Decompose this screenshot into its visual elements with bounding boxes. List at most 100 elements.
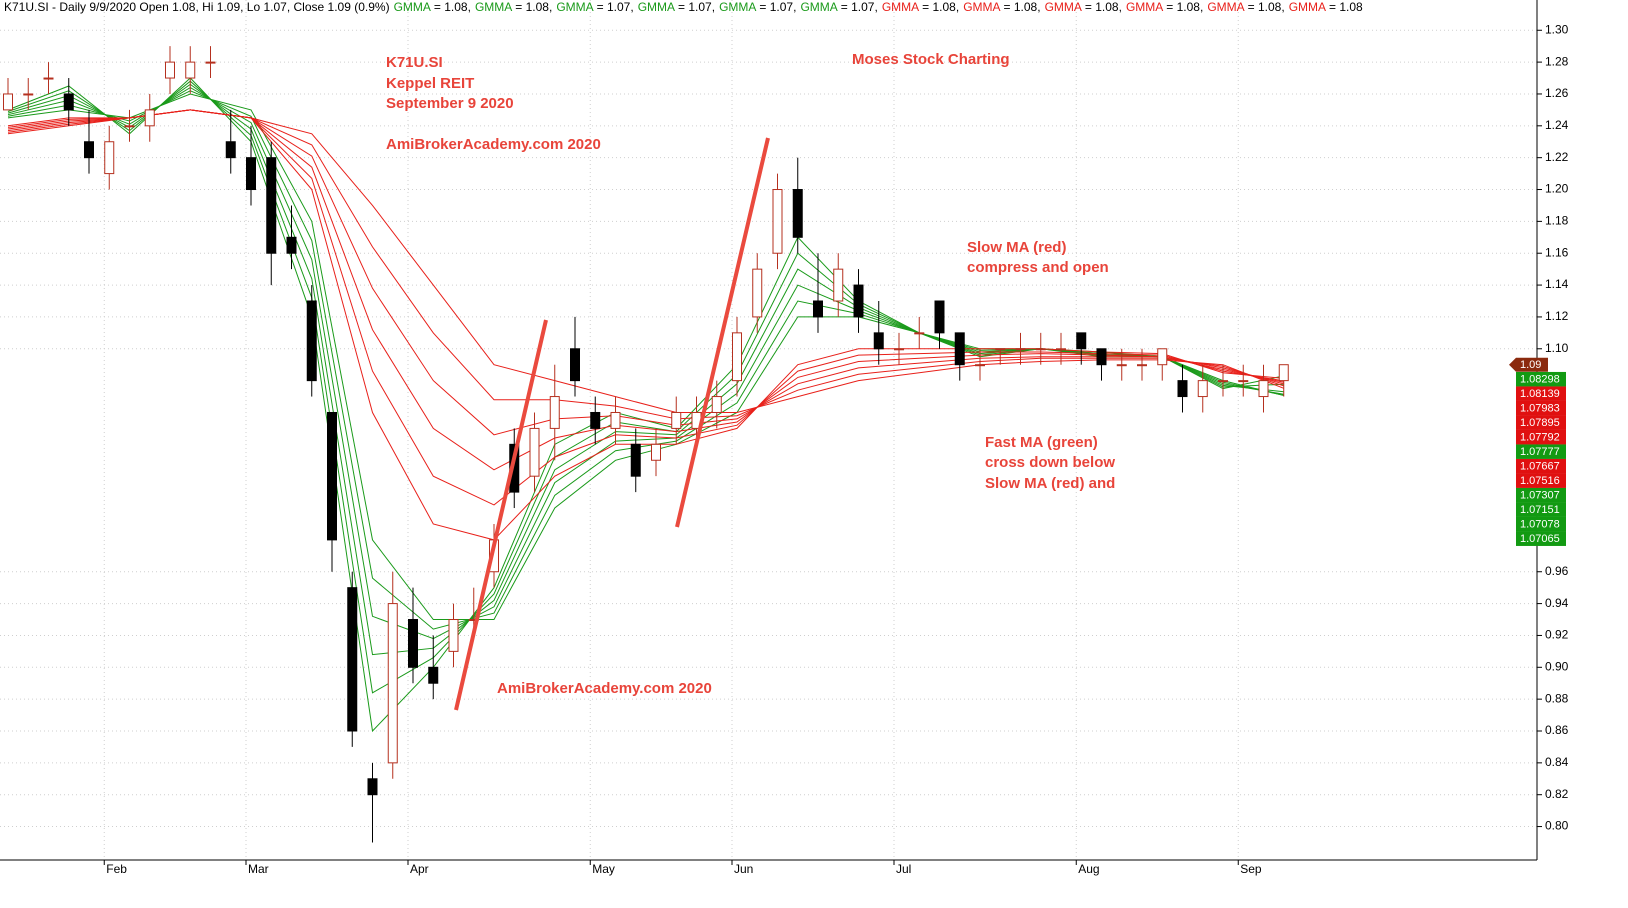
candle-body <box>1015 348 1026 351</box>
candle-body <box>165 61 175 79</box>
candle-body <box>327 411 337 541</box>
y-tick-label: 1.28 <box>1545 54 1569 68</box>
price-tag-label: 1.07792 <box>1520 432 1560 444</box>
candle-body <box>448 619 459 652</box>
y-tick-label: 1.20 <box>1545 182 1569 196</box>
annotation: Slow MA (red) and <box>985 475 1115 492</box>
y-tick-label: 1.14 <box>1545 277 1569 291</box>
candle-body <box>63 93 74 111</box>
price-tag-label: 1.09 <box>1520 359 1541 371</box>
candle-body <box>894 348 904 351</box>
candle-body <box>934 300 945 334</box>
x-tick-label: May <box>592 862 615 876</box>
price-tag <box>1516 458 1566 474</box>
candle-body <box>975 364 985 367</box>
legend-name: GMMA <box>882 0 919 14</box>
candle-body <box>570 348 580 382</box>
candle-body <box>428 666 439 684</box>
legend-label: = 1.07, <box>841 0 878 14</box>
legend-name: GMMA <box>475 0 512 14</box>
legend-name: GMMA <box>719 0 756 14</box>
y-tick-label: 0.86 <box>1545 723 1569 737</box>
price-tag <box>1516 415 1566 430</box>
candle-body <box>792 189 803 238</box>
price-tag <box>1516 487 1566 503</box>
legend-name: GMMA <box>394 0 431 14</box>
candles <box>3 46 1289 843</box>
candle-body <box>549 396 560 429</box>
candle-body <box>1076 332 1087 350</box>
candle-body <box>185 61 196 79</box>
price-tags: 1.09 1.08298 1.08139 1.07983 1.07895 1.07792 1… <box>1509 357 1566 546</box>
y-tick-label: 1.16 <box>1545 245 1569 259</box>
candle-body <box>246 157 256 191</box>
trend-line <box>675 137 770 528</box>
legend-label: = 1.08, <box>434 0 471 14</box>
x-tick-label: Mar <box>248 862 269 876</box>
legend-label: = 1.07, <box>759 0 796 14</box>
candle-body <box>1116 364 1127 367</box>
candle-body <box>347 587 358 732</box>
candle-body <box>266 157 277 254</box>
y-tick-label: 1.26 <box>1545 86 1569 100</box>
y-tick-label: 1.18 <box>1545 214 1569 228</box>
candle-body <box>1157 348 1168 366</box>
candle-body <box>630 443 641 477</box>
candle-body <box>671 411 682 429</box>
price-tag-label: 1.07667 <box>1520 461 1560 473</box>
candle-body <box>43 77 54 80</box>
legend-label: = 1.08, <box>515 0 552 14</box>
candle-body <box>833 268 844 302</box>
axes: 0.80 0.82 0.84 0.86 0.88 0.90 0.92 0.94 0.96 1.10… <box>103 22 1569 876</box>
annotation: Fast MA (green) <box>985 434 1098 451</box>
price-tag <box>1516 400 1566 416</box>
price-tag <box>1509 357 1548 372</box>
annotation: Moses Stock Charting <box>852 51 1010 68</box>
candle-body <box>306 300 317 382</box>
price-tag <box>1516 386 1566 401</box>
price-tag-label: 1.08298 <box>1520 374 1560 386</box>
gmma-line <box>7 109 1284 413</box>
candle-body <box>873 332 884 350</box>
price-tag <box>1516 502 1566 517</box>
legend-label: = 1.08, <box>1248 0 1285 14</box>
annotations: K71U.SI Keppel REIT September 9 2020 AmiBro… <box>386 51 1115 697</box>
x-tick-label: Feb <box>106 862 127 876</box>
candle-body <box>529 427 540 477</box>
annotation: Keppel REIT <box>386 75 474 92</box>
candle-body <box>1218 380 1228 383</box>
price-tag <box>1516 429 1566 445</box>
candle-body <box>1056 348 1066 351</box>
price-tag-label: 1.07065 <box>1520 533 1560 545</box>
candle-body <box>610 411 621 429</box>
gmma-lines <box>7 77 1284 733</box>
gmma-line <box>7 83 1284 656</box>
candle-body <box>813 300 823 318</box>
y-tick-label: 1.24 <box>1545 118 1569 132</box>
x-tick-label: Jun <box>734 862 753 876</box>
price-tag-label: 1.07307 <box>1520 490 1560 502</box>
candle-body <box>225 141 236 159</box>
y-tick-label: 1.30 <box>1545 22 1569 36</box>
annotation: K71U.SI <box>386 54 443 71</box>
candle-body <box>914 332 925 335</box>
candle-body <box>387 603 398 764</box>
legend-label: = 1.08 <box>1329 0 1363 14</box>
price-tag-label: 1.07516 <box>1520 475 1560 487</box>
annotation: AmiBrokerAcademy.com 2020 <box>497 680 712 697</box>
chart-title: K71U.SI - Daily 9/9/2020 Open 1.08, Hi 1… <box>4 0 390 14</box>
legend-label: = 1.08, <box>1085 0 1122 14</box>
legend-name: GMMA <box>1207 0 1244 14</box>
x-tick-label: Sep <box>1240 862 1262 876</box>
candle-body <box>408 619 418 668</box>
y-tick-label: 0.96 <box>1545 564 1569 578</box>
candle-body <box>752 268 763 318</box>
candle-body <box>23 93 34 96</box>
x-tick-label: Jul <box>896 862 911 876</box>
price-tag-label: 1.07983 <box>1520 403 1560 415</box>
candle-body <box>711 396 722 413</box>
candle-body <box>651 443 661 461</box>
legend-name: GMMA <box>1126 0 1163 14</box>
price-tag-label: 1.07078 <box>1520 519 1560 531</box>
